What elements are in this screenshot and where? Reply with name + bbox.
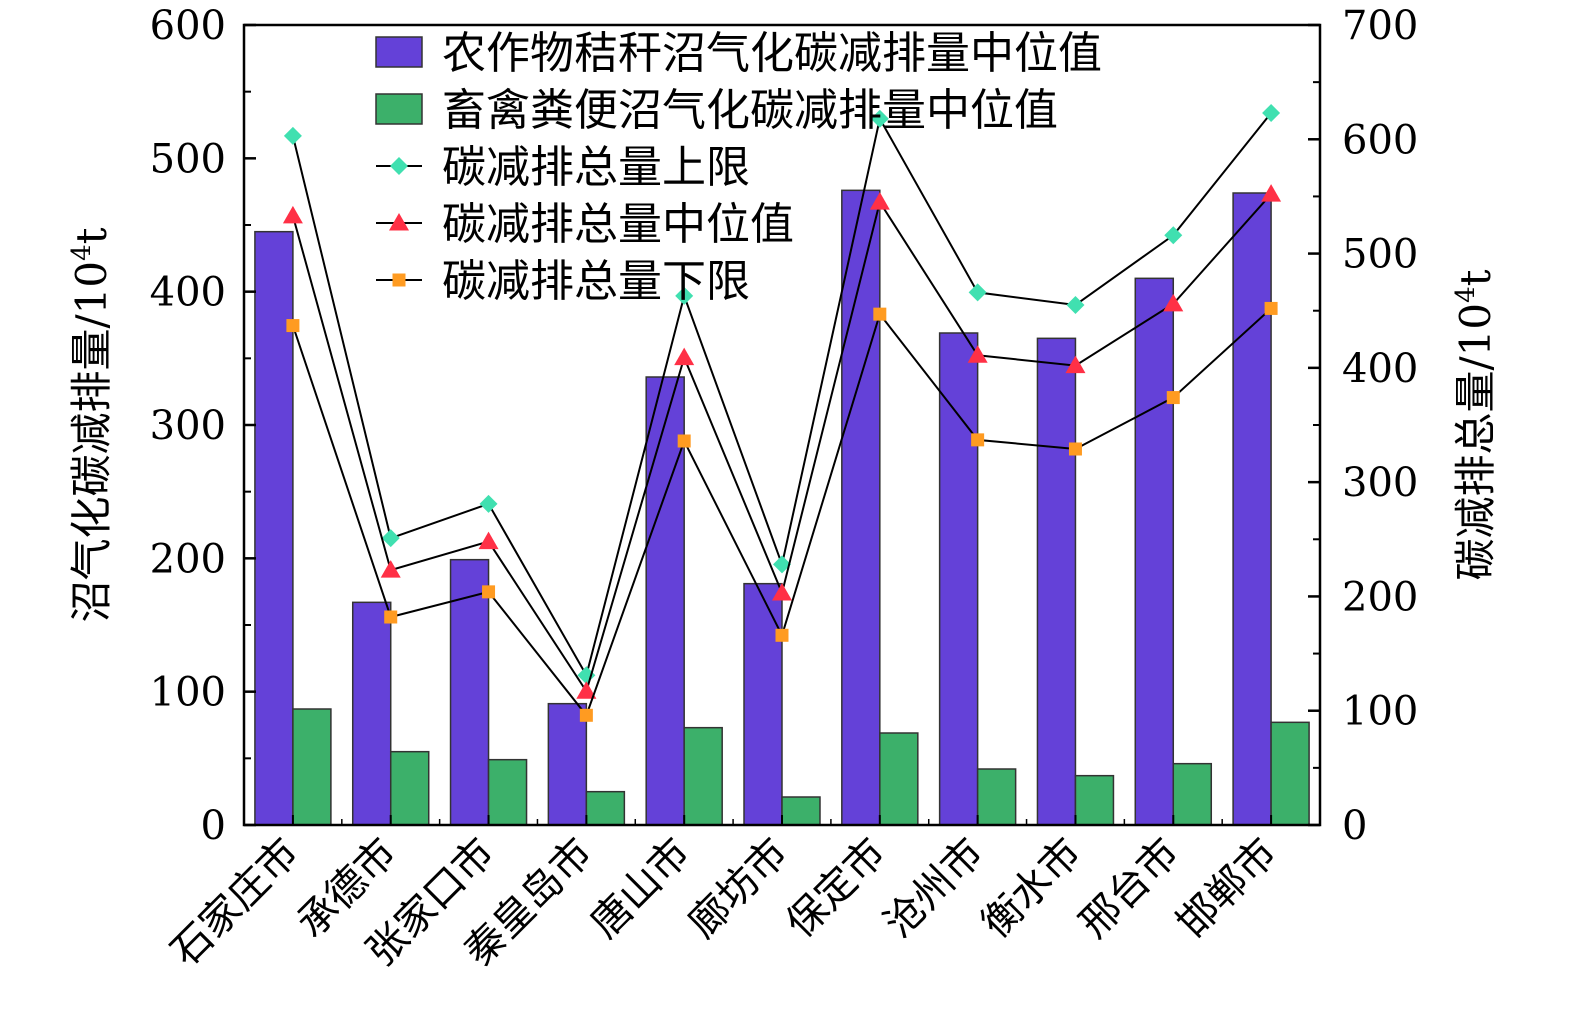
marker-median-2 (478, 531, 499, 550)
marker-median-5 (772, 583, 792, 601)
category-label-5: 廊坊市 (680, 830, 797, 947)
marker-upper-4 (675, 286, 694, 305)
bar-straw-9 (1134, 277, 1175, 826)
right-tick-label: 300 (1342, 460, 1418, 506)
right-tick-label: 100 (1342, 689, 1418, 735)
category-label-10: 邯郸市 (1169, 830, 1286, 947)
marker-median-6 (869, 192, 890, 210)
right-tick-label: 400 (1342, 346, 1418, 392)
marker-lower-3 (579, 708, 593, 722)
marker-upper-5 (773, 555, 791, 574)
right-tick-label: 200 (1342, 574, 1418, 620)
marker-upper-3 (577, 666, 596, 685)
left-axis-title: 沼气化碳减排量/104t (67, 227, 116, 622)
marker-lower-10 (1264, 301, 1278, 315)
legend-marker-1 (389, 213, 409, 231)
marker-median-7 (967, 345, 988, 363)
legend-swatch-bar-1 (375, 93, 423, 125)
legend-label-bar-1: 畜禽粪便沼气化碳减排量中位值 (442, 85, 1058, 136)
category-label-0: 石家庄市 (162, 830, 308, 976)
marker-lower-5 (775, 628, 789, 642)
marker-upper-2 (479, 494, 498, 513)
bar-straw-8 (1036, 337, 1077, 826)
bar-manure-2 (487, 758, 528, 826)
left-tick-label: 600 (150, 3, 226, 49)
legend-marker-0 (390, 157, 408, 175)
bar-manure-5 (781, 796, 821, 826)
legend-label-line-1: 碳减排总量中位值 (442, 199, 794, 250)
marker-lower-7 (971, 433, 985, 447)
marker-median-10 (1261, 184, 1282, 202)
bar-straw-7 (938, 332, 979, 826)
left-tick-label: 0 (201, 803, 226, 849)
category-label-6: 保定市 (778, 830, 895, 947)
right-axis-title: 碳减排总量/104t (1451, 269, 1500, 580)
bar-manure-4 (683, 726, 723, 826)
marker-lower-6 (873, 307, 887, 321)
marker-median-9 (1163, 293, 1184, 312)
legend-label-line-2: 碳减排总量下限 (442, 256, 750, 307)
bar-straw-3 (547, 702, 588, 826)
category-label-8: 衡水市 (973, 830, 1090, 947)
left-tick-label: 100 (150, 670, 226, 716)
bar-manure-0 (292, 708, 332, 826)
marker-upper-9 (1164, 226, 1183, 245)
category-label-9: 邢台市 (1071, 830, 1188, 947)
marker-median-3 (576, 681, 597, 699)
right-tick-label: 0 (1342, 803, 1367, 849)
marker-median-8 (1065, 355, 1086, 374)
bar-manure-10 (1270, 721, 1310, 826)
legend-swatch-bar-0 (375, 36, 423, 68)
marker-upper-6 (870, 109, 889, 128)
left-tick-label: 400 (150, 270, 226, 316)
marker-lower-1 (384, 610, 398, 624)
bar-straw-5 (743, 582, 783, 826)
marker-lower-2 (482, 585, 496, 599)
marker-median-1 (380, 560, 401, 578)
bar-straw-2 (449, 558, 490, 826)
left-tick-label: 500 (150, 136, 226, 182)
bar-manure-7 (976, 768, 1017, 826)
marker-upper-1 (381, 529, 400, 548)
marker-upper-7 (968, 283, 987, 302)
category-label-4: 唐山市 (582, 830, 699, 947)
marker-lower-8 (1068, 442, 1082, 456)
bar-manure-8 (1074, 774, 1115, 826)
right-tick-label: 700 (1342, 3, 1418, 49)
marker-upper-0 (283, 126, 302, 145)
bar-straw-1 (351, 601, 392, 826)
marker-lower-0 (286, 319, 300, 333)
legend-marker-2 (392, 273, 406, 287)
bar-manure-9 (1172, 762, 1213, 826)
bar-manure-1 (389, 750, 430, 826)
bar-manure-6 (879, 732, 919, 826)
right-tick-label: 500 (1342, 232, 1418, 278)
category-label-7: 沧州市 (875, 830, 992, 947)
legend-label-bar-0: 农作物秸秆沼气化碳减排量中位值 (442, 28, 1102, 79)
marker-lower-4 (677, 434, 691, 448)
marker-median-4 (674, 347, 695, 366)
bar-straw-6 (841, 189, 881, 826)
bar-manure-3 (585, 790, 626, 826)
bar-straw-4 (645, 376, 685, 826)
marker-upper-8 (1066, 296, 1085, 314)
marker-lower-9 (1166, 391, 1180, 405)
marker-median-0 (282, 205, 303, 224)
bar-straw-10 (1232, 192, 1272, 826)
left-tick-label: 300 (150, 403, 226, 449)
left-tick-label: 200 (150, 536, 226, 582)
marker-upper-10 (1262, 104, 1281, 122)
legend-label-line-0: 碳减排总量上限 (442, 142, 750, 193)
right-tick-label: 600 (1342, 117, 1418, 163)
